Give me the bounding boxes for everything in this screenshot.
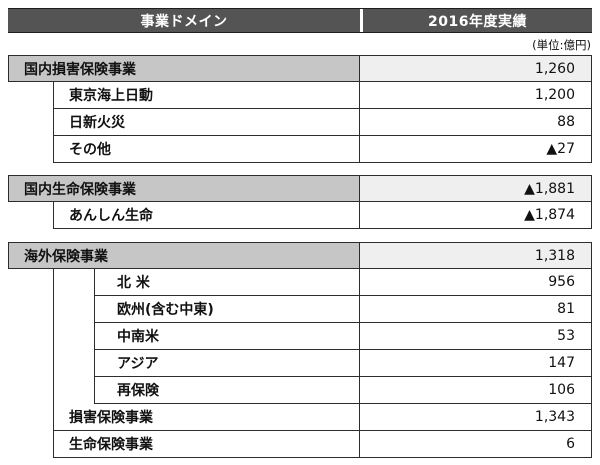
row-value: 88 xyxy=(359,109,591,135)
section-subrows: 東京海上日動 1,200 日新火災 88 その他 ▲27 xyxy=(53,82,592,163)
row-label: あんしん生命 xyxy=(69,208,153,224)
table-row: 損害保険事業 1,343 xyxy=(54,404,591,431)
table-header-row: 事業ドメイン 2016年度実績 xyxy=(8,8,592,33)
table-row: 中南米 53 xyxy=(95,323,591,350)
row-label: 中南米 xyxy=(117,329,159,345)
row-value: ▲27 xyxy=(359,136,591,162)
table-row: 日新火災 88 xyxy=(54,109,591,136)
row-label: 欧州(含む中東) xyxy=(117,302,214,318)
row-label: 北 米 xyxy=(117,275,150,291)
row-value: 147 xyxy=(359,350,591,376)
section-domestic-nonlife: 国内損害保険事業 1,260 東京海上日動 1,200 日新火災 88 その他 … xyxy=(8,55,592,163)
section-subrows: あんしん生命 ▲1,874 xyxy=(53,202,592,229)
table-row: 再保険 106 xyxy=(95,377,591,404)
section-value: ▲1,881 xyxy=(359,176,591,201)
section-subrows: 北 米 956 欧州(含む中東) 81 中南米 53 アジア 147 再保険 xyxy=(53,269,592,458)
row-value: 53 xyxy=(359,323,591,349)
row-label: 再保険 xyxy=(117,383,159,399)
section-header-row: 国内損害保険事業 1,260 xyxy=(8,55,592,82)
row-label: 損害保険事業 xyxy=(69,410,153,426)
section-header-row: 海外保険事業 1,318 xyxy=(8,242,592,269)
table-row: あんしん生命 ▲1,874 xyxy=(54,202,591,229)
row-value: 106 xyxy=(359,377,591,403)
section-label: 国内生命保険事業 xyxy=(9,176,359,201)
section-domestic-life: 国内生命保険事業 ▲1,881 あんしん生命 ▲1,874 xyxy=(8,175,592,229)
table-row: その他 ▲27 xyxy=(54,136,591,163)
row-label: アジア xyxy=(117,356,159,372)
row-value: 81 xyxy=(359,296,591,322)
table-row: 北 米 956 xyxy=(95,269,591,296)
table-row: 欧州(含む中東) 81 xyxy=(95,296,591,323)
section-overseas: 海外保険事業 1,318 北 米 956 欧州(含む中東) 81 中南米 53 … xyxy=(8,242,592,458)
column-header-fy2016-results: 2016年度実績 xyxy=(360,9,592,32)
section-subrows-regions: 北 米 956 欧州(含む中東) 81 中南米 53 アジア 147 再保険 xyxy=(94,269,591,404)
row-label: 東京海上日動 xyxy=(69,88,153,104)
row-label: その他 xyxy=(69,142,111,158)
column-header-business-domain: 事業ドメイン xyxy=(140,13,228,30)
section-label: 海外保険事業 xyxy=(9,243,359,268)
table-row: 東京海上日動 1,200 xyxy=(54,82,591,109)
table-row: 生命保険事業 6 xyxy=(54,431,591,458)
row-value: ▲1,874 xyxy=(359,202,591,228)
row-value: 1,200 xyxy=(359,82,591,108)
table-row: アジア 147 xyxy=(95,350,591,377)
section-value: 1,260 xyxy=(359,56,591,81)
row-value: 956 xyxy=(359,269,591,295)
unit-note: (単位:億円) xyxy=(532,38,591,52)
section-label: 国内損害保険事業 xyxy=(9,56,359,81)
row-label: 日新火災 xyxy=(69,115,125,131)
section-header-row: 国内生命保険事業 ▲1,881 xyxy=(8,175,592,202)
row-value: 6 xyxy=(359,431,591,457)
row-value: 1,343 xyxy=(359,404,591,430)
section-value: 1,318 xyxy=(359,243,591,268)
row-label: 生命保険事業 xyxy=(69,437,153,453)
